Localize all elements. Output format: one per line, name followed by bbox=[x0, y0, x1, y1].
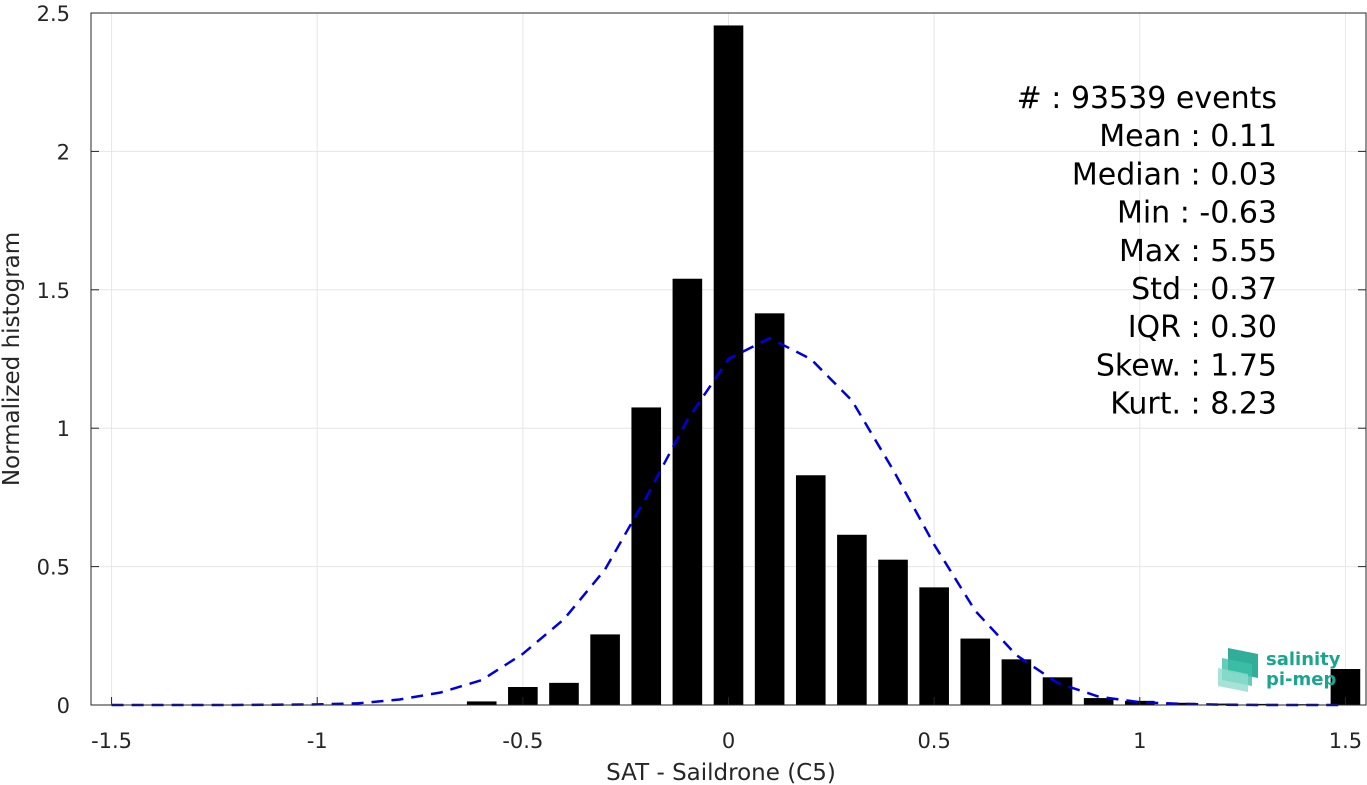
stat-line: Median : 0.03 bbox=[1072, 157, 1277, 192]
y-tick-label: 1 bbox=[57, 417, 70, 441]
y-tick-label: 0.5 bbox=[37, 556, 70, 580]
stat-line: Std : 0.37 bbox=[1131, 272, 1277, 307]
y-tick-label: 2.5 bbox=[37, 2, 70, 26]
histogram-bar bbox=[672, 278, 703, 705]
histogram-bar bbox=[713, 25, 744, 706]
logo-line2: pi-mep bbox=[1266, 669, 1336, 690]
histogram-bar bbox=[1207, 703, 1237, 705]
histogram-bar bbox=[590, 634, 620, 705]
stat-line: # : 93539 events bbox=[1017, 81, 1277, 116]
stat-line: Max : 5.55 bbox=[1119, 234, 1277, 269]
histogram-bar bbox=[1001, 659, 1032, 705]
histogram-bar bbox=[837, 534, 867, 705]
histogram-bar bbox=[1083, 698, 1114, 705]
x-tick-label: 1 bbox=[1133, 729, 1146, 753]
x-axis-ticks: -1.5 -1 -0.5 0 0.5 1 1.5 bbox=[91, 697, 1362, 753]
histogram-bar bbox=[466, 701, 497, 705]
logo-line1: salinity bbox=[1266, 649, 1341, 670]
y-tick-label: 1.5 bbox=[37, 279, 70, 303]
y-axis-label: Normalized histogram bbox=[0, 232, 25, 486]
x-tick-label: 0.5 bbox=[917, 729, 950, 753]
histogram-bars bbox=[466, 25, 1361, 706]
y-tick-label: 0 bbox=[57, 694, 70, 718]
x-tick-label: -0.5 bbox=[502, 729, 543, 753]
y-axis-ticks: 0 0.5 1 1.5 2 2.5 bbox=[37, 2, 1366, 718]
stat-line: Min : -0.63 bbox=[1117, 196, 1277, 231]
histogram-bar bbox=[549, 682, 579, 705]
histogram-bar bbox=[878, 559, 908, 705]
stat-line: Skew. : 1.75 bbox=[1096, 348, 1277, 383]
salinity-pimep-logo: salinity pi-mep bbox=[1218, 648, 1341, 692]
x-tick-label: 1.5 bbox=[1329, 729, 1362, 753]
x-axis-label: SAT - Saildrone (C5) bbox=[606, 760, 836, 785]
x-tick-label: -1 bbox=[307, 729, 328, 753]
histogram-bar bbox=[631, 407, 662, 705]
x-tick-label: 0 bbox=[722, 729, 735, 753]
histogram-bar bbox=[508, 687, 538, 705]
histogram-bar bbox=[754, 313, 785, 705]
stat-line: IQR : 0.30 bbox=[1128, 310, 1277, 345]
x-tick-label: -1.5 bbox=[91, 729, 132, 753]
y-tick-label: 2 bbox=[57, 140, 70, 164]
histogram-bar bbox=[1166, 702, 1196, 705]
histogram-bar bbox=[795, 475, 826, 705]
stat-line: Kurt. : 8.23 bbox=[1110, 387, 1277, 422]
histogram-bar bbox=[919, 587, 949, 705]
histogram-bar bbox=[1248, 703, 1278, 705]
histogram-bar bbox=[960, 638, 991, 705]
stat-line: Mean : 0.11 bbox=[1099, 119, 1277, 154]
